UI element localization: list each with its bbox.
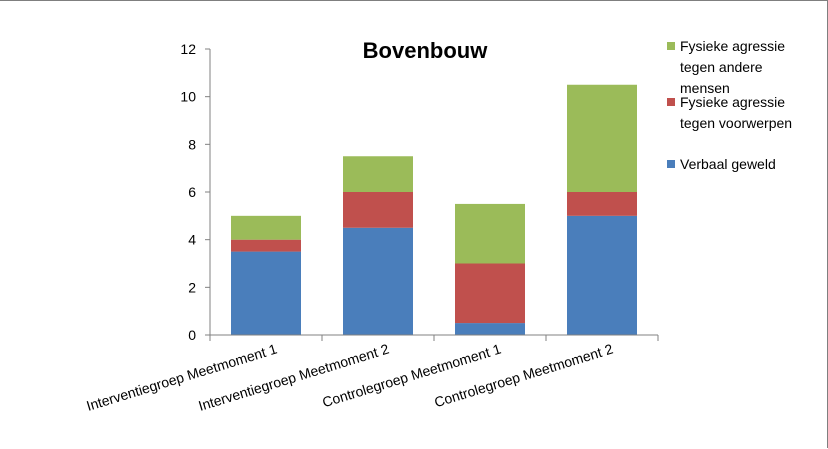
chart-title: Bovenbouw [363,38,489,63]
bar-3-series-2 [455,263,525,324]
bars-group [231,84,637,335]
legend-swatch [667,160,675,168]
bar-2-series-2 [343,192,413,228]
x-category-label: Interventiegroep Meetmoment 2 [196,341,391,414]
bar-4-series-3 [567,84,637,192]
legend-label: tegen andere [680,59,763,75]
x-category-label: Controlegroep Meetmoment 1 [320,341,503,411]
bar-1-series-3 [231,215,301,240]
y-tick-label: 12 [180,41,196,57]
x-category-label: Controlegroep Meetmoment 2 [432,341,615,411]
bar-2-series-3 [343,156,413,192]
x-category-label: Interventiegroep Meetmoment 1 [84,341,279,414]
legend-swatch [667,98,675,106]
bar-1-series-1 [231,251,301,335]
y-tick-label: 10 [180,89,196,105]
bar-3-series-1 [455,323,525,335]
legend-swatch [667,42,675,50]
legend-label: tegen voorwerpen [680,115,792,131]
y-tick-label: 4 [188,232,196,248]
y-tick-label: 6 [188,184,196,200]
legend-label: Verbaal geweld [680,156,776,172]
y-tick-label: 2 [188,279,196,295]
bar-4-series-2 [567,192,637,216]
bar-1-series-2 [231,239,301,252]
legend-label: Fysieke agressie [680,94,785,110]
y-tick-label: 0 [188,327,196,343]
bar-4-series-1 [567,215,637,335]
legend-label: Fysieke agressie [680,38,785,54]
y-tick-label: 8 [188,136,196,152]
bar-3-series-3 [455,203,525,264]
bar-2-series-1 [343,227,413,335]
legend-label: mensen [680,80,730,96]
